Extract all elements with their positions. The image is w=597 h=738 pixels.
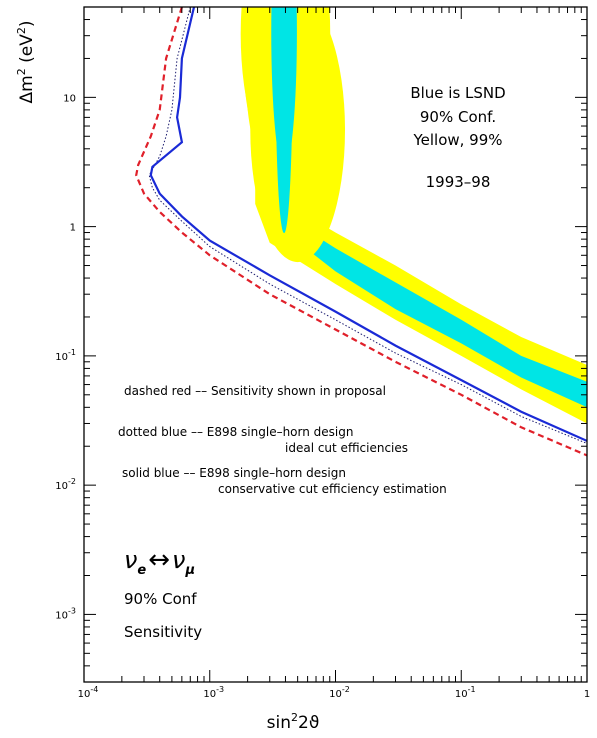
lsnd-region-99-ellipse	[250, 7, 345, 263]
sensitivity-label: Sensitivity	[124, 623, 202, 641]
sensitivity-curves	[135, 7, 587, 457]
y-tick-labels: 10-3 10-2 10-1 1 10	[55, 93, 76, 621]
legend-dotted-blue-detail: ideal cut efficiencies	[285, 441, 408, 455]
tick-label: 10-1	[55, 348, 76, 363]
x-axis-title: sin22ϑ	[267, 711, 320, 733]
legend-solid-blue-detail: conservative cut efficiency estimation	[218, 482, 447, 496]
tick-label: 10	[63, 93, 76, 104]
tick-label: 10-2	[329, 685, 350, 700]
legend-solid-blue: solid blue –– E898 single–horn design	[122, 466, 346, 480]
sensitivity-curve-solid	[149, 7, 587, 442]
lsnd-region-90-band	[267, 209, 587, 408]
years-label: 1993–98	[426, 173, 491, 191]
tick-label: 10-1	[455, 685, 476, 700]
lsnd-region-90-ellipse	[277, 7, 292, 224]
conf-label: 90% Conf	[124, 590, 197, 608]
lsnd-allowed-regions	[240, 7, 587, 424]
legend-dashed-red: dashed red –– Sensitivity shown in propo…	[124, 384, 386, 398]
tick-label: 10-2	[55, 477, 76, 492]
tick-label: 1	[70, 223, 76, 234]
tick-label: 10-3	[55, 606, 76, 621]
legend-dotted-blue: dotted blue –– E898 single–horn design	[118, 425, 353, 439]
tick-label: 1	[584, 689, 590, 700]
axis-ticks	[83, 6, 588, 683]
lsnd-annotation: Blue is LSND 90% Conf. Yellow, 99%	[410, 84, 505, 149]
y-axis-title: Δm2 (eV2)	[15, 21, 37, 104]
lsnd-annotation-line: Blue is LSND	[410, 84, 505, 102]
lsnd-annotation-line: Yellow, 99%	[412, 131, 502, 149]
sensitivity-curve-dotted	[148, 7, 587, 444]
tick-label: 10-3	[203, 685, 224, 700]
legend: dashed red –– Sensitivity shown in propo…	[118, 384, 447, 496]
sensitivity-curve-dashed	[135, 7, 587, 457]
oscillation-channel: νe↔νμ	[124, 545, 195, 578]
tick-label: 10-4	[78, 685, 99, 700]
x-tick-labels: 10-4 10-3 10-2 10-1 1	[78, 685, 591, 700]
lsnd-annotation-line: 90% Conf.	[420, 108, 496, 126]
